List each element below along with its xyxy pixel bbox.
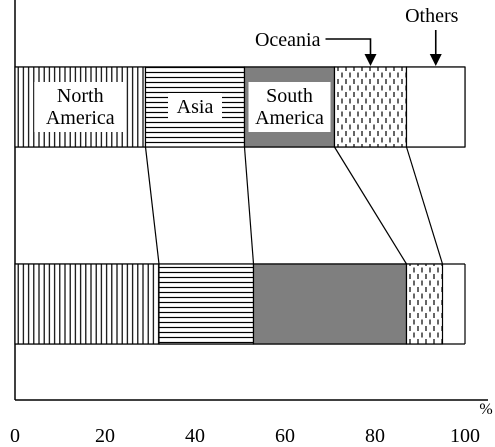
x-tick-label: 60 [275, 425, 295, 447]
connector-line [405, 146, 444, 265]
x-tick-label: 40 [185, 425, 205, 447]
connector-line [144, 146, 160, 265]
others-arrowhead [429, 54, 442, 66]
bar-2-segment-south-america [252, 263, 408, 345]
x-unit-label: % [479, 401, 492, 418]
segment-label-asia: Asia [177, 96, 214, 118]
callout-oceania: Oceania [255, 29, 321, 51]
segment-label-south-america: South [266, 85, 313, 107]
connector-line [333, 146, 408, 265]
oceania-arrow-line [325, 38, 372, 56]
callouts: Oceania Others [255, 5, 459, 66]
x-tick-label: 100 [450, 425, 480, 447]
connector-lines [144, 146, 444, 265]
oceania-arrowhead [364, 54, 377, 66]
bar-2-segment-north-america [14, 263, 160, 345]
callout-others: Others [405, 5, 459, 27]
segment-label-north-america: America [46, 107, 115, 129]
segment-label-box [248, 82, 331, 132]
bar-2-segment-oceania [405, 263, 444, 345]
segment-label-south-america: America [255, 107, 324, 129]
segment-label-north-america: North [57, 85, 104, 107]
x-tick-label: 20 [95, 425, 115, 447]
segment-label-box [34, 82, 127, 132]
x-axis-ticks: 0 20 40 60 80 100% [10, 401, 493, 447]
bar-1-segment-others [405, 66, 466, 148]
segment-label-box [168, 93, 222, 121]
connector-line [243, 146, 255, 265]
x-tick-label: 0 [10, 425, 20, 447]
bar-1-segment-oceania [333, 66, 408, 148]
bar-2-segment-asia [158, 263, 255, 345]
x-tick-label: 80 [365, 425, 385, 447]
